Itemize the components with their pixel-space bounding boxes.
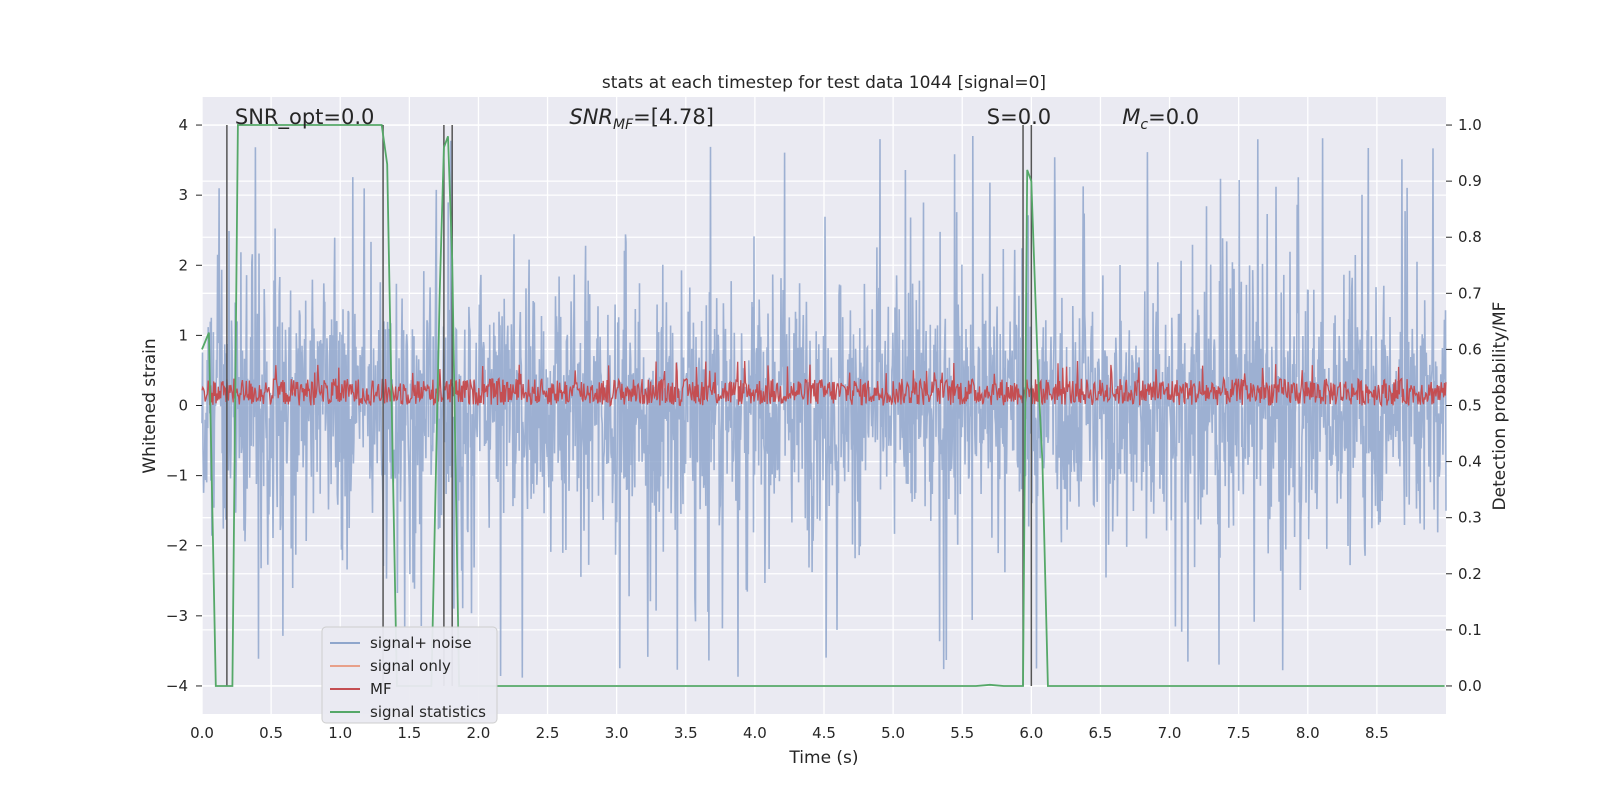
x-tick-label: 3.5 (674, 724, 698, 742)
x-tick-label: 8.0 (1296, 724, 1320, 742)
y-tick-label: 1 (178, 326, 188, 344)
y-tick-label: −3 (166, 607, 188, 625)
x-tick-label: 2.0 (467, 724, 491, 742)
x-tick-label: 0.0 (190, 724, 214, 742)
x-tick-label: 7.5 (1227, 724, 1251, 742)
legend: signal+ noise signal only MF signal statist… (321, 626, 498, 724)
annotation: Mc=0.0 (1122, 105, 1199, 133)
x-tick-label: 4.5 (812, 724, 836, 742)
signal-statistics-series (201, 124, 1445, 687)
signal-noise-line (201, 135, 1447, 678)
annotation: SNR_opt=0.0 (235, 105, 375, 130)
x-tick-label: 4.0 (743, 724, 767, 742)
x-tick-label: 0.5 (259, 724, 283, 742)
y-right-tick-label: 1.0 (1458, 116, 1482, 134)
y-right-tick-label: 0.1 (1458, 621, 1482, 639)
legend-label: signal+ noise (370, 634, 472, 652)
y-right-tick-labels: 1.0 0.9 0.8 0.7 0.6 0.5 0.4 0.3 0.2 0.1 0.0 (1446, 116, 1482, 695)
x-tick-label: 5.5 (950, 724, 974, 742)
y-right-tick-label: 0.4 (1458, 453, 1482, 471)
y-right-tick-label: 0.9 (1458, 172, 1482, 190)
mf-line (201, 360, 1447, 408)
x-tick-labels: 0.0 0.5 1.0 1.5 2.0 2.5 3.0 3.5 4.0 4.5 5.0 5.5 6.0 6… (190, 724, 1389, 742)
annotations: SNR_opt=0.0 SNRMF=[4.78] S=0.0 Mc=0.0 (235, 105, 1199, 133)
signal-statistics-line (201, 124, 1445, 687)
y-right-tick-label: 0.6 (1458, 340, 1482, 358)
y-tick-label: −4 (166, 677, 188, 695)
y-right-tick-label: 0.2 (1458, 565, 1482, 583)
x-tick-label: 1.0 (328, 724, 352, 742)
y-tick-label: −2 (166, 537, 188, 555)
annotation: S=0.0 (987, 105, 1051, 129)
y-tick-label: 4 (178, 116, 188, 134)
legend-label: signal only (370, 657, 451, 675)
x-tick-label: 6.0 (1019, 724, 1043, 742)
y-right-tick-label: 0.0 (1458, 677, 1482, 695)
x-tick-label: 1.5 (397, 724, 421, 742)
x-tick-label: 3.0 (605, 724, 629, 742)
legend-label: MF (370, 680, 392, 698)
x-tick-label: 7.0 (1158, 724, 1182, 742)
x-tick-label: 6.5 (1089, 724, 1113, 742)
y-right-tick-label: 0.8 (1458, 228, 1482, 246)
y-right-tick-label: 0.3 (1458, 509, 1482, 527)
y-tick-labels: 4 3 2 1 0 −1 −2 −3 −4 (166, 116, 202, 695)
y-right-tick-label: 0.7 (1458, 284, 1482, 302)
legend-box (321, 626, 498, 724)
chart-title: stats at each timestep for test data 104… (602, 73, 1046, 93)
y-axis-label: Whitened strain (140, 338, 160, 473)
y-right-axis-label: Detection probability/MF (1490, 302, 1510, 511)
y-tick-label: 3 (178, 186, 188, 204)
x-tick-label: 8.5 (1365, 724, 1389, 742)
legend-label: signal statistics (370, 703, 486, 721)
y-tick-label: 0 (178, 397, 188, 415)
x-tick-label: 5.0 (881, 724, 905, 742)
x-tick-label: 2.5 (536, 724, 560, 742)
y-tick-label: −1 (166, 467, 188, 485)
signal-noise-series (201, 135, 1447, 678)
mf-series (201, 360, 1447, 408)
y-tick-label: 2 (178, 256, 188, 274)
annotation: SNRMF=[4.78] (569, 105, 714, 133)
y-right-tick-label: 0.5 (1458, 397, 1482, 415)
x-axis-label: Time (s) (788, 748, 858, 768)
